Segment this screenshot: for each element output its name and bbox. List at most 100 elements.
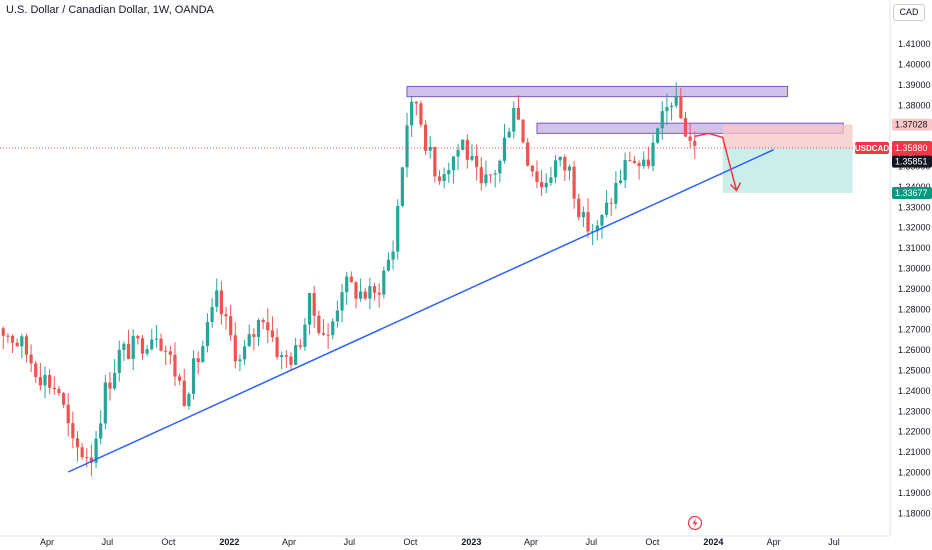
candle-body bbox=[447, 170, 451, 175]
candle-body bbox=[57, 389, 61, 394]
x-tick-label: Jul bbox=[344, 537, 356, 547]
candle-body bbox=[405, 125, 409, 168]
candle-body bbox=[345, 276, 349, 293]
x-tick-label: Oct bbox=[645, 537, 660, 547]
candle-body bbox=[331, 321, 335, 336]
candle-body bbox=[34, 363, 38, 378]
target-price-value: 1.33677 bbox=[895, 188, 928, 198]
candle-body bbox=[20, 336, 24, 347]
candle-body bbox=[456, 149, 460, 157]
candle-body bbox=[665, 107, 669, 112]
candle-body bbox=[103, 382, 107, 424]
y-tick-label: 1.34000 bbox=[898, 182, 931, 192]
candle-body bbox=[229, 316, 233, 336]
candle-body bbox=[618, 180, 623, 183]
candle-body bbox=[359, 291, 363, 299]
candle-body bbox=[521, 119, 525, 143]
candle-body bbox=[340, 292, 344, 311]
candle-body bbox=[94, 438, 98, 463]
currency-button[interactable]: CAD bbox=[893, 4, 925, 21]
y-tick-label: 1.26000 bbox=[898, 345, 931, 355]
candle-body bbox=[595, 225, 599, 232]
candle-body bbox=[312, 293, 316, 316]
candle-body bbox=[29, 354, 33, 364]
candle-body bbox=[52, 387, 56, 390]
crosshair-price-label-bg bbox=[892, 155, 932, 168]
candle-body bbox=[178, 376, 182, 381]
candle-body bbox=[354, 282, 358, 299]
candle-body bbox=[683, 118, 688, 137]
candle-body bbox=[544, 182, 548, 188]
candle-body bbox=[242, 346, 247, 360]
candle-body bbox=[182, 380, 186, 407]
candle-body bbox=[233, 335, 237, 362]
y-tick-label: 1.24000 bbox=[898, 386, 931, 396]
candle-body bbox=[516, 107, 521, 120]
candle-body bbox=[558, 156, 562, 161]
candle-body bbox=[530, 165, 534, 172]
candle-body bbox=[563, 156, 567, 171]
position-layer bbox=[722, 124, 853, 193]
y-tick-label: 1.31000 bbox=[898, 243, 931, 253]
candle-body bbox=[140, 338, 145, 354]
candle-body bbox=[642, 159, 646, 167]
lightning-icon[interactable] bbox=[687, 515, 703, 531]
candle-body bbox=[80, 447, 84, 458]
candle-body bbox=[600, 214, 604, 226]
y-tick-label: 1.27000 bbox=[898, 325, 931, 335]
candle-body bbox=[284, 355, 288, 357]
y-tick-label: 1.21000 bbox=[898, 447, 931, 457]
stop-price-value: 1.37028 bbox=[895, 120, 928, 130]
candle-body bbox=[275, 337, 279, 358]
time-axis[interactable]: Apr Jul Oct 2022 Apr Jul Oct 2023 Apr Jul Oct 2024 A… bbox=[40, 537, 840, 547]
candle-body bbox=[391, 251, 395, 260]
y-tick-label: 1.38000 bbox=[898, 100, 931, 110]
x-tick-label: Apr bbox=[40, 537, 54, 547]
x-tick-label: 2022 bbox=[219, 537, 239, 547]
candle-body bbox=[196, 358, 200, 362]
candle-body bbox=[205, 322, 210, 347]
candle-body bbox=[535, 171, 539, 183]
candle-body bbox=[428, 146, 432, 151]
x-tick-label: Jul bbox=[586, 537, 598, 547]
candle-body bbox=[498, 160, 502, 174]
candle-body bbox=[419, 103, 423, 125]
x-tick-label: Apr bbox=[767, 537, 781, 547]
candle-body bbox=[502, 137, 507, 161]
candle-body bbox=[488, 174, 493, 176]
symbol-label: USDCAD bbox=[855, 144, 889, 153]
candle-body bbox=[493, 173, 497, 175]
candle-body bbox=[396, 205, 400, 252]
y-tick-label: 1.19000 bbox=[898, 488, 931, 498]
candle-body bbox=[303, 324, 307, 347]
candle-body bbox=[321, 332, 326, 335]
candle-body bbox=[660, 111, 664, 129]
candle-body bbox=[294, 345, 298, 365]
projection-path bbox=[694, 132, 738, 191]
x-tick-label: Jul bbox=[828, 537, 840, 547]
candle-body bbox=[604, 202, 609, 215]
price-axis[interactable]: 1.410001.400001.390001.380001.370001.360… bbox=[898, 39, 931, 518]
candle-body bbox=[261, 320, 265, 323]
candle-body bbox=[651, 142, 655, 167]
candle-body bbox=[368, 286, 372, 299]
candle-body bbox=[173, 354, 177, 377]
projection-arrowhead bbox=[730, 182, 742, 192]
stop-loss-area bbox=[722, 124, 853, 149]
candle-body bbox=[298, 345, 302, 347]
candle-body bbox=[89, 457, 94, 463]
y-tick-label: 1.20000 bbox=[898, 468, 931, 478]
candle-body bbox=[382, 270, 386, 295]
candle-body bbox=[581, 212, 585, 218]
candle-body bbox=[122, 343, 126, 350]
y-tick-label: 1.25000 bbox=[898, 366, 931, 376]
candle-body bbox=[10, 335, 15, 343]
candle-body bbox=[512, 107, 516, 132]
candle-body bbox=[335, 310, 340, 322]
x-tick-label: Jul bbox=[102, 537, 114, 547]
candle-body bbox=[372, 286, 377, 293]
y-tick-label: 1.22000 bbox=[898, 427, 931, 437]
candle-body bbox=[679, 96, 683, 119]
candle-body bbox=[400, 167, 404, 206]
